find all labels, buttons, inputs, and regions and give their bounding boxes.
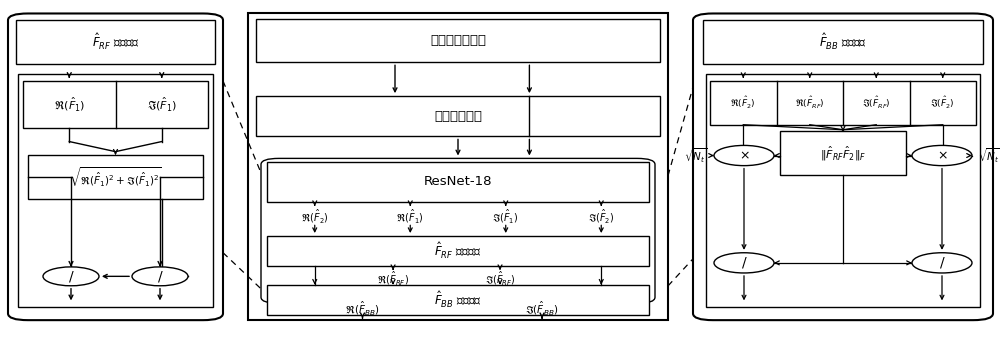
Text: /: / [158,269,162,283]
Bar [710,81,976,125]
Text: ResNet-18: ResNet-18 [424,176,492,188]
Circle shape [714,146,774,166]
Bar [28,155,203,199]
Bar [256,19,660,62]
Text: 非完美信道矩阵: 非完美信道矩阵 [430,34,486,47]
Bar [780,131,906,175]
Text: $\times$: $\times$ [739,149,749,162]
Circle shape [912,253,972,273]
FancyBboxPatch shape [8,13,223,320]
Text: $\mathfrak{R}(\hat{F}_2)$: $\mathfrak{R}(\hat{F}_2)$ [301,207,329,224]
Text: $\mathfrak{R}(\hat{F}_{RF})$: $\mathfrak{R}(\hat{F}_{RF})$ [377,269,409,287]
Bar [248,13,668,320]
Text: $\mathfrak{I}(\hat{F}_{BB})$: $\mathfrak{I}(\hat{F}_{BB})$ [525,299,559,317]
Text: $\sqrt{N_t}$: $\sqrt{N_t}$ [978,146,1000,165]
Text: /: / [940,256,944,270]
Bar [267,236,649,266]
Text: $\mathfrak{I}(\hat{F}_{RF})$: $\mathfrak{I}(\hat{F}_{RF})$ [485,269,515,287]
Bar [267,285,649,315]
Text: $\times$: $\times$ [937,149,947,162]
Circle shape [912,146,972,166]
Text: $\mathfrak{R}(\hat{F}_2)$: $\mathfrak{R}(\hat{F}_2)$ [730,95,756,111]
FancyBboxPatch shape [693,13,993,320]
Bar [256,96,660,136]
Text: $\mathfrak{I}(\hat{F}_1)$: $\mathfrak{I}(\hat{F}_1)$ [147,95,177,114]
Circle shape [132,267,188,286]
Text: $\sqrt{\mathfrak{R}(\hat{F}_1)^2+\mathfrak{I}(\hat{F}_1)^2}$: $\sqrt{\mathfrak{R}(\hat{F}_1)^2+\mathfr… [69,165,162,189]
Text: $\mathfrak{R}(\hat{F}_1)$: $\mathfrak{R}(\hat{F}_1)$ [54,95,85,114]
Text: $\mathfrak{R}(\hat{F}_{BB})$: $\mathfrak{R}(\hat{F}_{BB})$ [345,299,380,317]
Text: 特征提取网络: 特征提取网络 [434,110,482,123]
Text: $\mathfrak{I}(\hat{F}_1)$: $\mathfrak{I}(\hat{F}_1)$ [492,207,519,224]
Bar [706,74,980,307]
Text: $\sqrt{N_t}$: $\sqrt{N_t}$ [684,146,708,165]
Text: $\mathfrak{I}(\hat{F}_2)$: $\mathfrak{I}(\hat{F}_2)$ [588,207,615,224]
Bar [703,20,983,64]
Bar [23,81,208,128]
Text: $\hat{F}_{BB}$ 功率约束: $\hat{F}_{BB}$ 功率约束 [434,290,482,310]
Text: $\|\hat{F}_{RF}\hat{F}_2\|_F$: $\|\hat{F}_{RF}\hat{F}_2\|_F$ [820,144,866,162]
Circle shape [714,253,774,273]
Text: $\hat{F}_{BB}$ 功率约束: $\hat{F}_{BB}$ 功率约束 [819,32,867,52]
Text: $\mathfrak{I}(\hat{F}_2)$: $\mathfrak{I}(\hat{F}_2)$ [930,95,955,111]
Text: $\mathfrak{R}(\hat{F}_1)$: $\mathfrak{R}(\hat{F}_1)$ [396,207,424,224]
FancyBboxPatch shape [261,158,655,303]
Text: /: / [69,269,73,283]
Text: $\hat{F}_{RF}$ 恒模约束: $\hat{F}_{RF}$ 恒模约束 [92,32,139,52]
Text: /: / [742,256,746,270]
Text: $\hat{F}_{RF}$ 恒模约束: $\hat{F}_{RF}$ 恒模约束 [434,241,482,261]
Bar [267,162,649,202]
Circle shape [43,267,99,286]
Text: $\mathfrak{R}(\hat{F}_{RF})$: $\mathfrak{R}(\hat{F}_{RF})$ [795,95,825,111]
Bar [16,20,215,64]
Text: $\mathfrak{I}(\hat{F}_{RF})$: $\mathfrak{I}(\hat{F}_{RF})$ [862,95,891,111]
Bar [18,74,213,307]
